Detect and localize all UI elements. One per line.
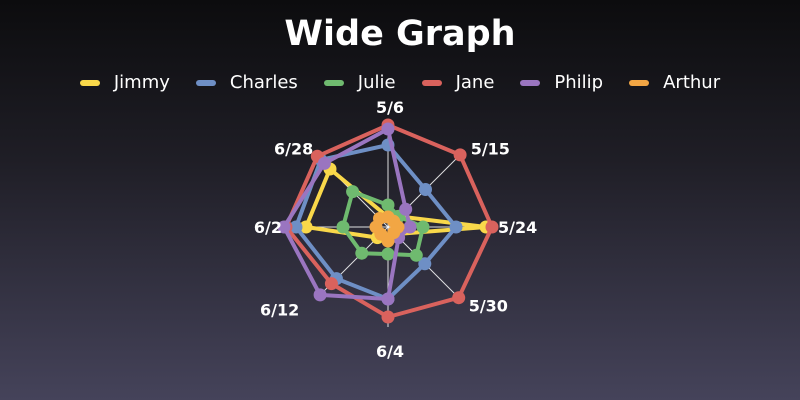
axis-label: 6/4 bbox=[376, 342, 404, 361]
data-point-charles bbox=[289, 220, 303, 234]
data-point-philip bbox=[403, 220, 417, 234]
legend-swatch bbox=[79, 79, 100, 86]
data-point-julie bbox=[409, 248, 423, 262]
data-point-jimmy bbox=[299, 220, 313, 234]
legend-swatch bbox=[195, 79, 216, 86]
legend-item-jane[interactable]: Jane bbox=[421, 72, 495, 93]
legend-item-julie[interactable]: Julie bbox=[323, 72, 396, 93]
legend-item-philip[interactable]: Philip bbox=[520, 72, 603, 93]
data-point-julie bbox=[355, 246, 369, 260]
data-point-charles bbox=[418, 257, 432, 271]
axis-label: 6/28 bbox=[274, 139, 313, 158]
data-point-philip bbox=[381, 122, 395, 136]
data-point-charles bbox=[449, 220, 463, 234]
data-point-philip bbox=[399, 202, 413, 216]
legend-swatch bbox=[323, 79, 344, 86]
data-point-julie bbox=[336, 220, 350, 234]
chart-title: Wide Graph bbox=[284, 14, 516, 54]
data-point-julie bbox=[346, 185, 360, 199]
legend-item-charles[interactable]: Charles bbox=[195, 72, 298, 93]
data-point-julie bbox=[416, 220, 430, 234]
legend-label: Arthur bbox=[663, 72, 721, 93]
data-point-julie bbox=[381, 198, 395, 212]
legend-swatch bbox=[629, 79, 650, 86]
data-point-jane bbox=[485, 220, 499, 234]
data-point-jane bbox=[381, 310, 395, 324]
data-point-jane bbox=[452, 291, 466, 305]
data-point-jane bbox=[453, 148, 467, 162]
legend-label: Julie bbox=[357, 72, 396, 93]
legend-label: Jane bbox=[455, 72, 495, 93]
legend-item-arthur[interactable]: Arthur bbox=[629, 72, 720, 93]
data-point-philip bbox=[313, 288, 327, 302]
axis-label: 5/15 bbox=[471, 139, 510, 158]
axis-label: 5/24 bbox=[498, 218, 537, 237]
data-point-philip bbox=[277, 220, 291, 234]
data-point-julie bbox=[381, 247, 395, 261]
data-point-charles bbox=[419, 183, 432, 196]
axis-label: 6/12 bbox=[260, 301, 299, 320]
legend: Jimmy Charles Julie Jane Philip Arthur bbox=[0, 72, 800, 93]
data-point-philip bbox=[381, 292, 395, 306]
data-point-philip bbox=[317, 156, 331, 170]
axis-label: 5/30 bbox=[469, 297, 508, 316]
axis-label: 6/2 bbox=[254, 218, 282, 237]
legend-swatch bbox=[421, 79, 442, 86]
data-point-jane bbox=[324, 277, 338, 291]
axis-label: 5/6 bbox=[376, 98, 404, 117]
data-point-arthur bbox=[373, 212, 386, 225]
legend-item-jimmy[interactable]: Jimmy bbox=[79, 72, 170, 93]
legend-label: Jimmy bbox=[113, 72, 170, 93]
legend-label: Charles bbox=[229, 72, 298, 93]
legend-swatch bbox=[520, 79, 541, 86]
legend-label: Philip bbox=[554, 72, 604, 93]
